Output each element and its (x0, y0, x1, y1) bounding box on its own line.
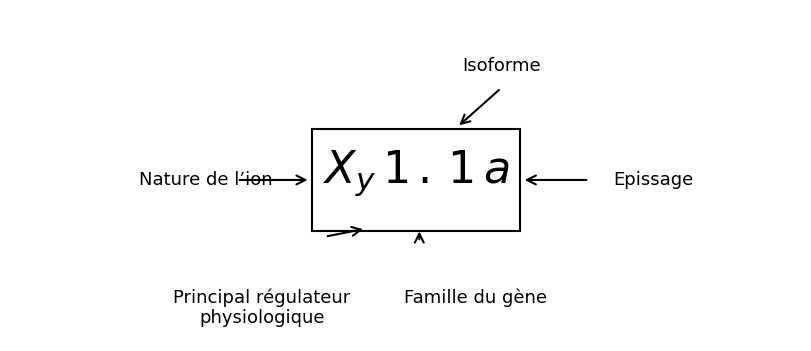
Text: Isoforme: Isoforme (461, 57, 540, 74)
Text: Principal régulateur
physiologique: Principal régulateur physiologique (173, 288, 350, 327)
Text: Famille du gène: Famille du gène (404, 288, 547, 306)
Text: $X_y$$ \, 1 \, . \, 1 \, a$: $X_y$$ \, 1 \, . \, 1 \, a$ (323, 148, 508, 198)
Text: Nature de l’ion: Nature de l’ion (139, 171, 272, 189)
FancyBboxPatch shape (312, 128, 519, 231)
Text: Epissage: Epissage (612, 171, 693, 189)
